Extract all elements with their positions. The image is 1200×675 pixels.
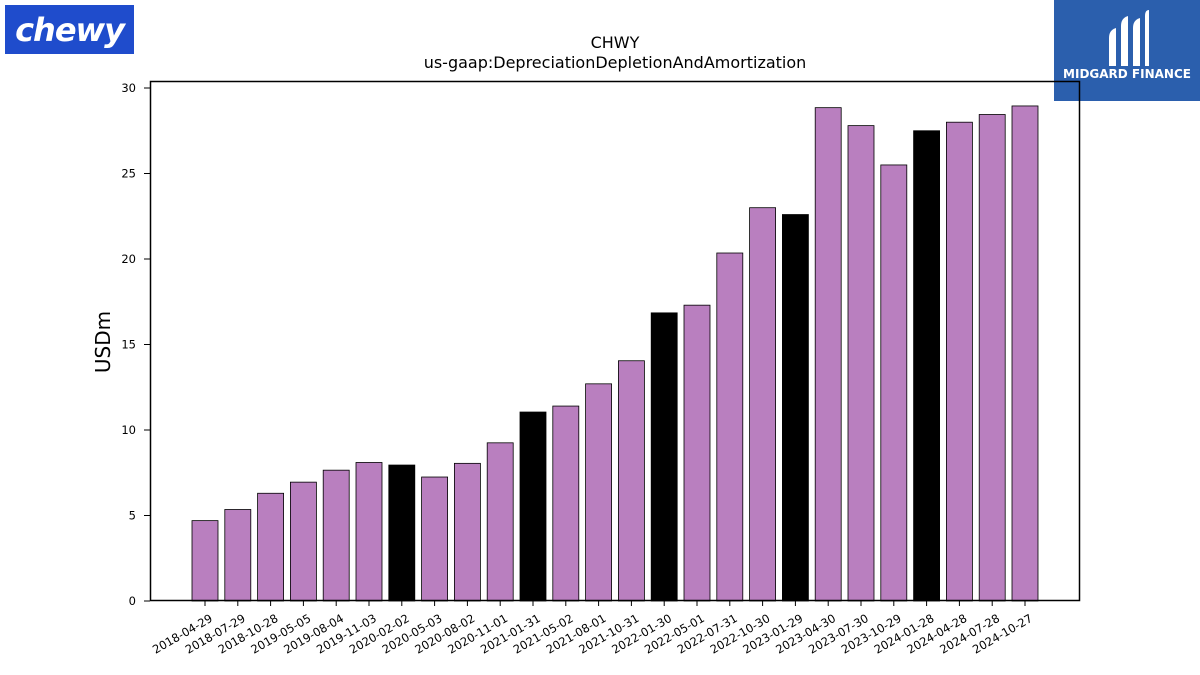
- bar-2022-07-31: [716, 252, 744, 602]
- bar-2024-10-27: [1011, 105, 1039, 602]
- midgard-logo-text: MIDGARD FINANCE: [1063, 67, 1191, 81]
- bar-2023-01-29: [782, 214, 809, 602]
- bar-2018-07-29: [224, 509, 252, 602]
- bar-2023-10-29: [880, 164, 908, 602]
- bar-2024-07-28: [978, 114, 1006, 602]
- y-tick-label: 30: [121, 81, 136, 95]
- x-axis: 2018-04-292018-07-292018-10-282019-05-05…: [150, 601, 1035, 657]
- bar-2019-05-05: [289, 481, 317, 602]
- midgard-finance-logo: MIDGARD FINANCE: [1054, 0, 1200, 101]
- y-tick-label: 5: [129, 509, 136, 523]
- bars-group: [191, 105, 1039, 602]
- bar-2022-10-30: [749, 207, 776, 602]
- bar-2018-04-29: [191, 520, 219, 602]
- bar-2022-01-30: [650, 312, 678, 602]
- bar-2021-05-02: [552, 405, 580, 602]
- bar-2018-10-28: [257, 492, 285, 602]
- y-axis-label: USDm: [91, 311, 115, 373]
- chart-title: CHWY: [590, 33, 640, 52]
- bar-2024-01-28: [913, 130, 940, 602]
- bar-2020-08-02: [453, 462, 481, 602]
- plot-frame: [149, 80, 1081, 602]
- bar-2021-10-31: [618, 360, 645, 602]
- bar-2022-05-01: [683, 304, 711, 602]
- bar-2020-05-03: [421, 476, 449, 602]
- chewy-logo: chewy: [5, 5, 134, 54]
- midgard-mark-icon: [1109, 10, 1149, 66]
- bar-2021-08-01: [585, 383, 612, 602]
- bar-2023-04-30: [814, 107, 842, 602]
- bar-2020-02-02: [388, 464, 416, 602]
- bar-2023-07-30: [847, 125, 875, 602]
- chewy-logo-text: chewy: [15, 10, 125, 49]
- chart-subtitle: us-gaap:DepreciationDepletionAndAmortiza…: [423, 53, 807, 72]
- y-axis: 0 5 10 15 20 25 30: [121, 81, 150, 608]
- y-tick-label: 15: [121, 338, 136, 352]
- y-tick-label: 0: [129, 594, 136, 608]
- y-tick-label: 25: [121, 167, 136, 181]
- y-tick-label: 20: [121, 252, 136, 266]
- y-tick-label: 10: [121, 423, 136, 437]
- bar-2021-01-31: [519, 411, 547, 602]
- bar-2019-08-04: [322, 469, 350, 602]
- bar-2020-11-01: [486, 442, 514, 602]
- bar-2024-04-28: [946, 121, 973, 602]
- bar-2019-11-03: [355, 462, 383, 602]
